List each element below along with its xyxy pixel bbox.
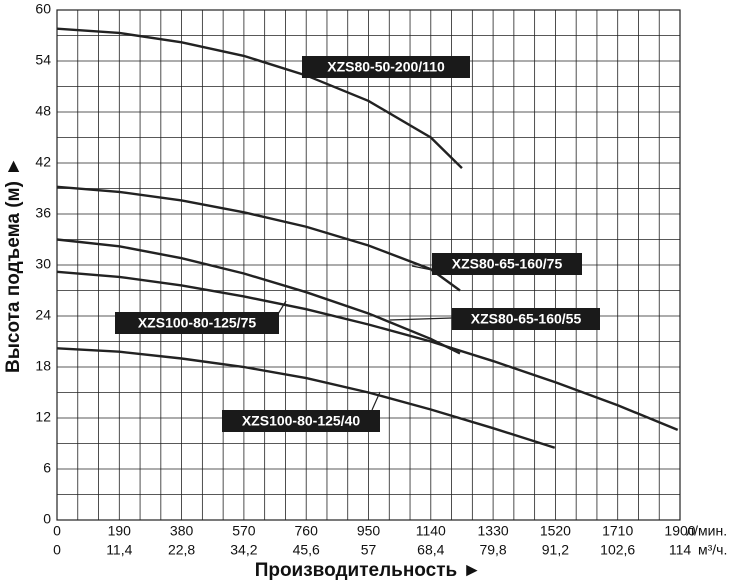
x-tick-label: 1330 xyxy=(478,523,509,539)
x2-tick-label: 34,2 xyxy=(230,542,257,558)
curve xyxy=(56,185,461,292)
x2-tick-label: 68,4 xyxy=(417,542,444,558)
x-tick-label: 760 xyxy=(295,523,319,539)
y-tick-label: 12 xyxy=(35,409,51,425)
y-tick-label: 42 xyxy=(35,154,51,170)
y-tick-label: 6 xyxy=(43,460,51,476)
label-box xyxy=(452,308,600,330)
x-tick-label: 1140 xyxy=(416,523,446,539)
y-tick-label: 54 xyxy=(35,52,51,68)
series-label: XZS80-65-160/55 xyxy=(471,311,582,327)
x-tick-label: 1520 xyxy=(540,523,571,539)
leader-line xyxy=(411,265,433,271)
curve xyxy=(56,347,556,449)
x-tick-label: 950 xyxy=(357,523,381,539)
y-tick-label: 30 xyxy=(35,256,51,272)
x2-tick-label: 45,6 xyxy=(293,542,320,558)
curve xyxy=(56,238,461,355)
x-unit: л/мин. xyxy=(686,523,727,539)
y-axis-title: Высота подъема (м) ► xyxy=(3,157,24,373)
x2-tick-label: 0 xyxy=(53,542,61,558)
x-tick-label: 0 xyxy=(53,523,61,539)
series-label: XZS100-80-125/40 xyxy=(242,413,361,429)
x-tick-label: 570 xyxy=(232,523,256,539)
y-tick-label: 0 xyxy=(43,511,51,527)
x-tick-label: 1900 xyxy=(664,523,695,539)
label-box xyxy=(302,56,470,78)
x2-tick-label: 91,2 xyxy=(542,542,569,558)
label-box xyxy=(432,253,582,275)
x2-tick-label: 11,4 xyxy=(106,542,132,558)
series-label: XZS80-65-160/75 xyxy=(452,256,563,272)
series-label: XZS80-50-200/110 xyxy=(327,59,445,75)
x-axis-title: Производительность ► xyxy=(255,560,482,581)
label-box xyxy=(222,410,380,432)
x-tick-label: 380 xyxy=(170,523,194,539)
x2-tick-label: 114 xyxy=(669,542,692,558)
leader-line xyxy=(277,300,287,315)
leader-line xyxy=(371,391,381,411)
x2-tick-label: 102,6 xyxy=(600,542,635,558)
x-tick-label: 190 xyxy=(108,523,132,539)
curve xyxy=(56,270,679,432)
x2-tick-label: 79,8 xyxy=(479,542,506,558)
series-label: XZS100-80-125/75 xyxy=(138,315,257,331)
x2-tick-label: 22,8 xyxy=(168,542,195,558)
y-tick-label: 60 xyxy=(35,1,51,17)
label-box xyxy=(115,312,279,334)
x-tick-label: 1710 xyxy=(602,523,633,539)
y-tick-label: 24 xyxy=(35,307,51,323)
x2-tick-label: 57 xyxy=(361,542,377,558)
x2-unit: м³/ч. xyxy=(698,542,727,558)
leader-line xyxy=(389,317,453,321)
y-tick-label: 18 xyxy=(35,358,51,374)
plot-frame xyxy=(56,9,681,521)
y-tick-label: 48 xyxy=(35,103,51,119)
y-tick-label: 36 xyxy=(35,205,51,221)
curve xyxy=(56,27,463,169)
